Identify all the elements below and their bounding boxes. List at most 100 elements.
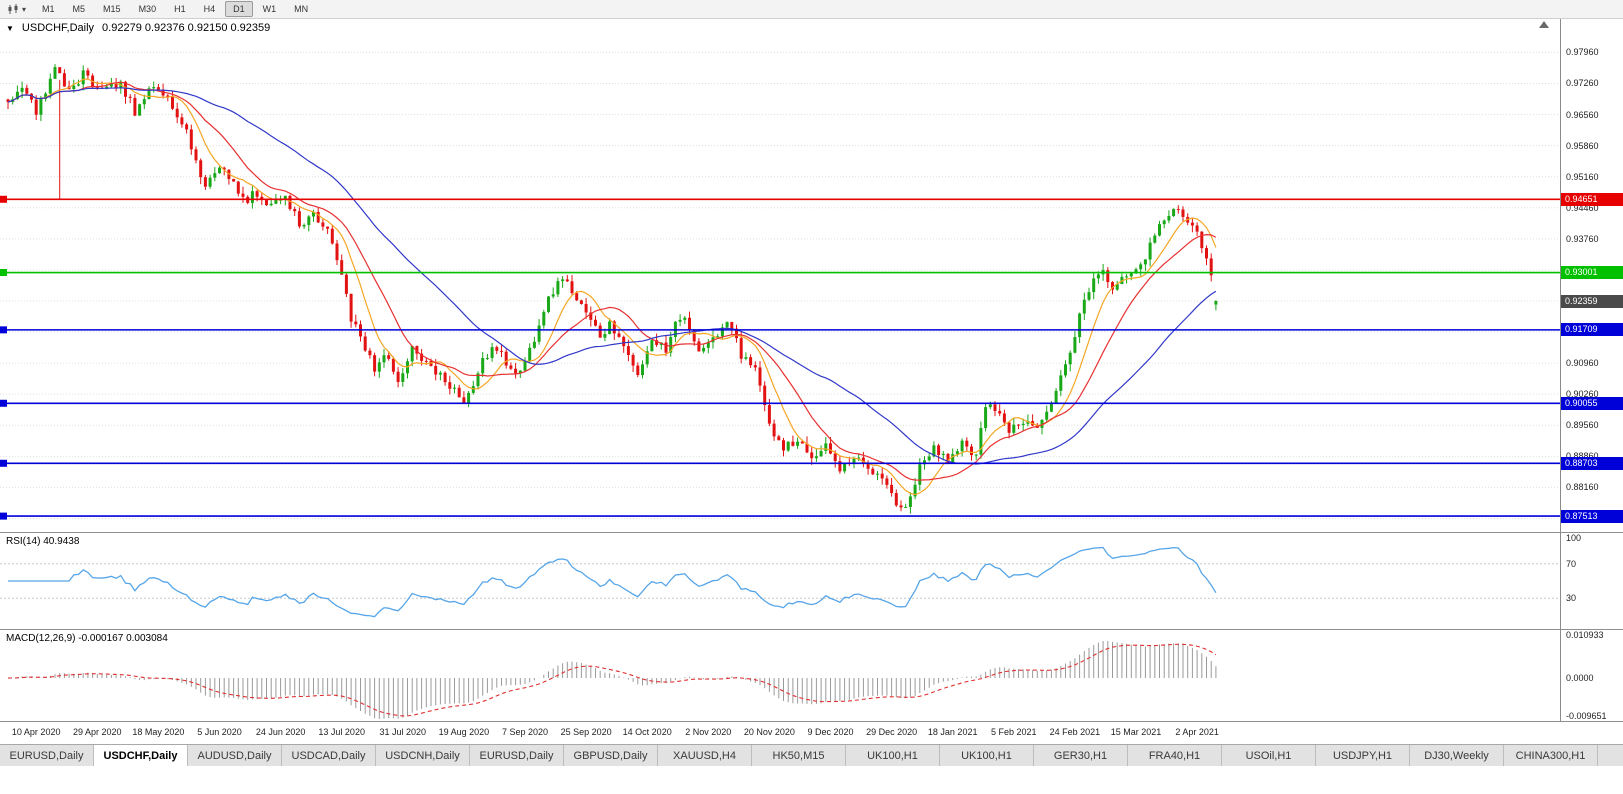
timeframe-button-m5[interactable]: M5 bbox=[65, 1, 94, 17]
date-tick-label: 19 Aug 2020 bbox=[438, 727, 490, 737]
price-tick-label: 0.93760 bbox=[1566, 233, 1599, 244]
date-tick-label: 2 Apr 2021 bbox=[1175, 727, 1219, 737]
level-price-badge: 0.90055 bbox=[1561, 396, 1623, 410]
chart-tab-usdjpy-h1[interactable]: USDJPY,H1 bbox=[1316, 745, 1410, 767]
macd-tick-label: -0.009651 bbox=[1566, 711, 1607, 721]
level-left-marker bbox=[0, 512, 7, 520]
macd-signal-line bbox=[7, 643, 1217, 717]
one-click-trading-toggle[interactable]: ▼ bbox=[6, 23, 14, 33]
price-tick-label: 0.97960 bbox=[1566, 47, 1599, 58]
price-tick-label: 0.90960 bbox=[1566, 358, 1599, 369]
chart-tab-eurusd-daily[interactable]: EURUSD,Daily bbox=[0, 745, 94, 767]
date-tick-label: 18 May 2020 bbox=[132, 727, 185, 737]
price-tick-label: 0.90260 bbox=[1566, 389, 1599, 400]
price-axis[interactable]: 0.97960 0.97260 0.96560 0.95860 0.95160 0.944… bbox=[1560, 18, 1623, 532]
date-tick-label: 24 Feb 2021 bbox=[1049, 727, 1101, 737]
date-tick-label: 20 Nov 2020 bbox=[743, 727, 795, 737]
rsi-panel[interactable]: RSI(14) 40.9438 100 70 30 bbox=[0, 533, 1623, 629]
level-price-badge: 0.91709 bbox=[1561, 323, 1623, 337]
timeframe-button-m15[interactable]: M15 bbox=[95, 1, 129, 17]
price-tick-label: 0.88160 bbox=[1566, 482, 1599, 493]
chart-ohlc: 0.92279 0.92376 0.92150 0.92359 bbox=[102, 22, 271, 34]
chart-tab-china300-h1[interactable]: CHINA300,H1 bbox=[1504, 745, 1598, 767]
chart-tab-usdcad-daily[interactable]: USDCAD,Daily bbox=[282, 745, 376, 767]
price-gridlines bbox=[0, 51, 1561, 519]
price-tick-label: 0.95860 bbox=[1566, 140, 1599, 151]
level-left-marker bbox=[0, 459, 7, 467]
chart-tab-usdcnh-daily[interactable]: USDCNH,Daily bbox=[376, 745, 470, 767]
date-tick-label: 29 Apr 2020 bbox=[73, 727, 122, 737]
chart-tab-u[interactable]: U bbox=[1598, 745, 1623, 767]
level-price-badge: 0.93001 bbox=[1561, 266, 1623, 280]
price-tick-label: 0.97260 bbox=[1566, 78, 1599, 89]
chart-tab-usoil-h1[interactable]: USOil,H1 bbox=[1222, 745, 1316, 767]
date-tick-label: 5 Feb 2021 bbox=[991, 727, 1037, 737]
macd-axis[interactable]: 0.010933 0.0000 -0.009651 bbox=[1560, 630, 1623, 721]
date-tick-label: 29 Dec 2020 bbox=[866, 727, 918, 737]
level-price-badge: 0.94651 bbox=[1561, 192, 1623, 206]
level-left-marker bbox=[0, 269, 7, 277]
timeframe-button-d1[interactable]: D1 bbox=[225, 1, 253, 17]
current-price-badge: 0.92359 bbox=[1561, 294, 1623, 308]
date-tick-label: 25 Sep 2020 bbox=[560, 727, 612, 737]
rsi-tick-label: 100 bbox=[1566, 533, 1582, 543]
level-left-marker bbox=[0, 195, 7, 203]
chart-tab-dj30-weekly[interactable]: DJ30,Weekly bbox=[1410, 745, 1504, 767]
timeframe-button-w1[interactable]: W1 bbox=[255, 1, 285, 17]
timeframe-button-m30[interactable]: M30 bbox=[131, 1, 165, 17]
chart-tab-usdchf-daily[interactable]: USDCHF,Daily bbox=[94, 745, 188, 767]
chevron-down-icon: ▾ bbox=[22, 4, 27, 14]
date-tick-label: 13 Jul 2020 bbox=[318, 727, 365, 737]
price-tick-label: 0.95160 bbox=[1566, 171, 1599, 182]
chart-tab-audusd-daily[interactable]: AUDUSD,Daily bbox=[188, 745, 282, 767]
ma-slow-line bbox=[7, 87, 1217, 465]
level-price-badge: 0.87513 bbox=[1561, 509, 1623, 523]
chart-tab-xauusd-h4[interactable]: XAUUSD,H4 bbox=[658, 745, 752, 767]
timeframe-button-mn[interactable]: MN bbox=[286, 1, 316, 17]
main-chart-panel[interactable]: ▼ USDCHF,Daily 0.92279 0.92376 0.92150 0… bbox=[0, 18, 1623, 532]
timeframe-button-h4[interactable]: H4 bbox=[196, 1, 224, 17]
chart-tab-uk100-h1[interactable]: UK100,H1 bbox=[846, 745, 940, 767]
date-tick-label: 5 Jun 2020 bbox=[197, 727, 242, 737]
horizontal-levels[interactable] bbox=[0, 195, 1561, 520]
timeframe-button-h1[interactable]: H1 bbox=[166, 1, 194, 17]
date-tick-label: 18 Jan 2021 bbox=[927, 727, 978, 737]
rsi-line bbox=[8, 546, 1217, 618]
chart-tab-fra40-h1[interactable]: FRA40,H1 bbox=[1128, 745, 1222, 767]
rsi-axis[interactable]: 100 70 30 bbox=[1560, 533, 1623, 629]
macd-label: MACD(12,26,9) -0.000167 0.003084 bbox=[6, 633, 168, 644]
level-price-badge: 0.88703 bbox=[1561, 456, 1623, 470]
chart-shift-marker-icon[interactable] bbox=[1539, 21, 1549, 28]
chart-tab-ger30-h1[interactable]: GER30,H1 bbox=[1034, 745, 1128, 767]
chart-tab-uk100-h1[interactable]: UK100,H1 bbox=[940, 745, 1034, 767]
chart-tab-eurusd-daily[interactable]: EURUSD,Daily bbox=[470, 745, 564, 767]
date-tick-label: 15 Mar 2021 bbox=[1110, 727, 1162, 737]
status-bar bbox=[0, 766, 1623, 794]
time-axis[interactable]: 10 Apr 2020 29 Apr 2020 18 May 2020 5 Jun 2… bbox=[0, 722, 1623, 744]
date-tick-label: 2 Nov 2020 bbox=[685, 727, 732, 737]
date-tick-label: 7 Sep 2020 bbox=[501, 727, 549, 737]
chart-title: ▼ USDCHF,Daily 0.92279 0.92376 0.92150 0… bbox=[6, 22, 270, 34]
date-tick-label: 9 Dec 2020 bbox=[807, 727, 854, 737]
panel-separator[interactable] bbox=[0, 629, 1623, 630]
panel-separator[interactable] bbox=[0, 532, 1623, 533]
date-tick-label: 10 Apr 2020 bbox=[11, 727, 61, 737]
macd-tick-label: 0.0000 bbox=[1566, 673, 1594, 684]
rsi-canvas[interactable] bbox=[0, 533, 1623, 629]
ma-mid-line bbox=[7, 81, 1217, 481]
chart-type-dropdown[interactable]: ▾ bbox=[0, 0, 33, 18]
chart-tab-bar: EURUSD,Daily USDCHF,Daily AUDUSD,Daily USDC… bbox=[0, 744, 1623, 767]
price-tick-label: 0.94460 bbox=[1566, 202, 1599, 213]
date-tick-label: 24 Jun 2020 bbox=[255, 727, 306, 737]
chart-area[interactable]: ▼ USDCHF,Daily 0.92279 0.92376 0.92150 0… bbox=[0, 18, 1623, 744]
panel-separator bbox=[0, 721, 1623, 722]
rsi-label: RSI(14) 40.9438 bbox=[6, 536, 80, 547]
chart-tab-hk50-m15[interactable]: HK50,M15 bbox=[752, 745, 846, 767]
timeframe-button-m1[interactable]: M1 bbox=[34, 1, 63, 17]
price-tick-label: 0.89560 bbox=[1566, 420, 1599, 431]
chart-tab-gbpusd-daily[interactable]: GBPUSD,Daily bbox=[564, 745, 658, 767]
date-tick-label: 31 Jul 2020 bbox=[379, 727, 427, 737]
main-chart-canvas[interactable] bbox=[0, 18, 1623, 532]
macd-canvas[interactable] bbox=[0, 630, 1623, 721]
macd-panel[interactable]: MACD(12,26,9) -0.000167 0.003084 0.01093… bbox=[0, 630, 1623, 721]
